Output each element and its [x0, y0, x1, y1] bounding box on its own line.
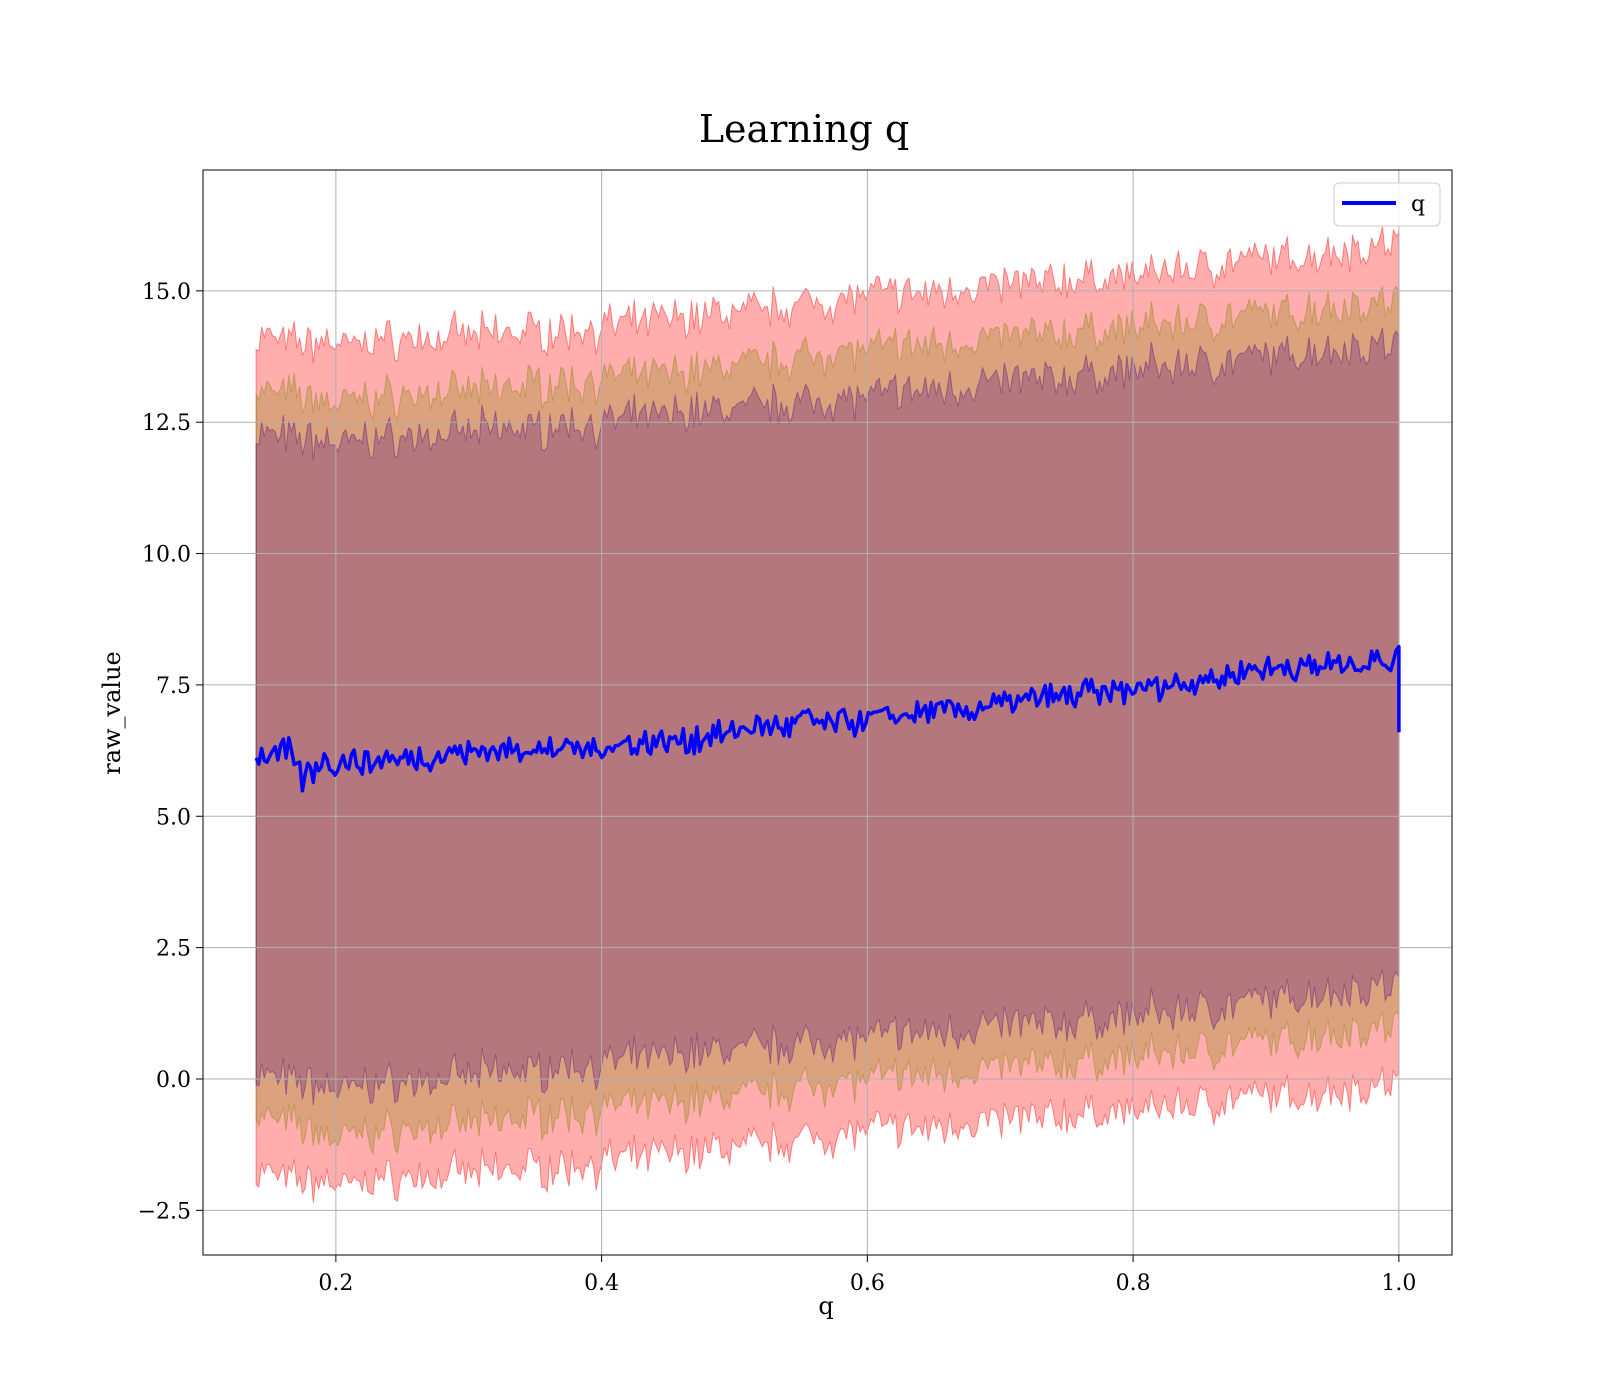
- x-axis-label: q: [818, 1292, 833, 1320]
- chart-title: Learning q: [699, 107, 909, 151]
- y-tick-label-7: 15.0: [142, 280, 191, 305]
- y-tick-label-2: 2.5: [156, 937, 191, 962]
- x-tick-label-2: 0.6: [850, 1271, 885, 1296]
- series-lines: [254, 644, 1401, 793]
- x-tick-label-1: 0.4: [584, 1271, 619, 1296]
- y-tick-label-1: 0.0: [156, 1068, 191, 1093]
- legend: q: [1333, 182, 1441, 227]
- axis-ticks: 0.2 0.4 0.6 0.8 1.0 −2.5 0.0 2.5 5.0 7.5 10.0 12.5 1…: [138, 280, 1417, 1296]
- y-tick-label-3: 5.0: [156, 805, 191, 830]
- x-tick-label-3: 0.8: [1116, 1271, 1151, 1296]
- y-axis-label: raw_value: [98, 651, 126, 775]
- series-line-q: [254, 644, 1401, 793]
- plot-frame: [202, 169, 1453, 1256]
- legend-label-q: q: [1411, 192, 1425, 217]
- x-tick-label-0: 0.2: [318, 1271, 353, 1296]
- y-tick-label-5: 10.0: [142, 543, 191, 568]
- y-tick-label-4: 7.5: [156, 674, 191, 699]
- x-tick-label-4: 1.0: [1381, 1271, 1416, 1296]
- y-tick-label-6: 12.5: [142, 411, 191, 436]
- y-tick-label-0: −2.5: [138, 1199, 191, 1224]
